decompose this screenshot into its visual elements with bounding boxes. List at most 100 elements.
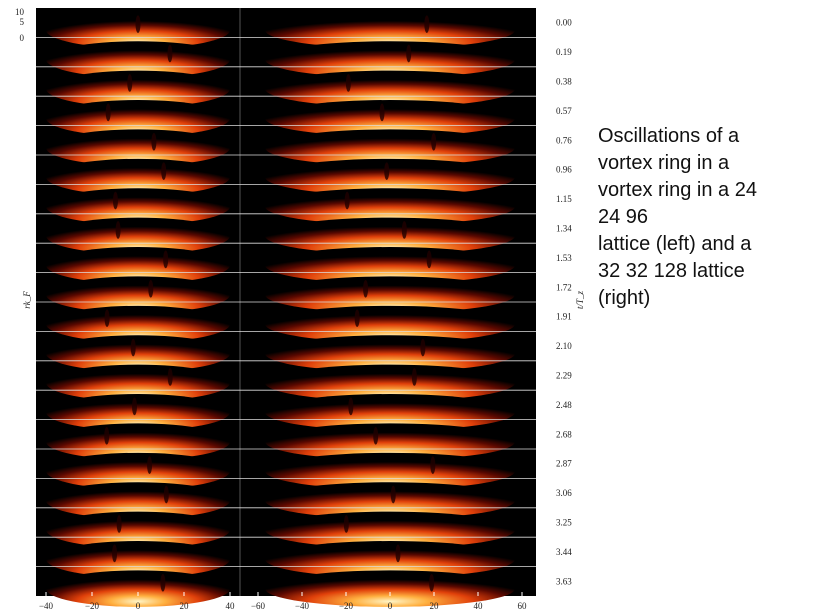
time-label: 3.06	[556, 488, 572, 498]
vortex-core	[431, 132, 437, 151]
density-glow	[46, 482, 230, 519]
density-glow	[265, 129, 515, 166]
y-tick-label: 5	[20, 17, 25, 27]
vortex-core	[147, 456, 153, 474]
x-tick-label: −20	[85, 601, 100, 611]
density-glow	[265, 217, 515, 255]
caption-line: 24 96	[598, 206, 648, 228]
density-glow	[265, 541, 515, 578]
time-label: 0.00	[556, 18, 572, 28]
vortex-core	[115, 221, 121, 239]
vortex-core	[161, 162, 167, 180]
vortex-core	[424, 15, 430, 33]
density-glow	[46, 70, 230, 108]
density-glow	[46, 511, 230, 549]
density-glow	[265, 394, 515, 431]
time-label: 1.34	[556, 224, 572, 234]
caption-line: Oscillations of a	[598, 125, 740, 147]
time-label: 2.10	[556, 341, 572, 351]
vortex-core	[429, 573, 435, 592]
density-glow	[265, 423, 515, 460]
vortex-core	[160, 573, 166, 592]
density-glow	[46, 452, 230, 490]
density-glow	[265, 70, 515, 108]
density-glow	[265, 188, 515, 225]
density-glow	[265, 482, 515, 519]
time-label: 0.19	[556, 47, 572, 57]
density-glow	[46, 423, 230, 460]
vortex-core	[363, 279, 369, 298]
density-glow	[265, 305, 515, 343]
vortex-core	[384, 162, 390, 180]
vortex-core	[105, 103, 111, 122]
caption-line: 32 32 128 lattice	[598, 260, 745, 282]
vortex-core	[390, 485, 396, 504]
vortex-core	[348, 397, 354, 416]
density-glow	[46, 158, 230, 196]
time-label: 2.48	[556, 400, 572, 410]
vortex-core	[112, 544, 118, 563]
vortex-core	[401, 221, 407, 239]
y-tick-label: 10	[15, 7, 25, 17]
x-tick-label: 20	[180, 601, 190, 611]
x-tick-label: 0	[388, 601, 393, 611]
density-glow	[46, 364, 230, 402]
y-axis-label: rk_F	[22, 291, 32, 309]
vortex-core	[130, 338, 136, 357]
density-glow	[265, 158, 515, 196]
time-label: 1.15	[556, 194, 572, 204]
vortex-core	[430, 456, 436, 474]
time-label: 0.38	[556, 77, 572, 87]
density-glow	[46, 129, 230, 166]
density-glow	[46, 217, 230, 255]
caption-line: vortex ring in a 24	[598, 179, 757, 201]
vortex-core	[411, 368, 417, 386]
density-glow	[46, 41, 230, 78]
vortex-core	[135, 15, 141, 33]
x-tick-label: 60	[518, 601, 528, 611]
time-label: 2.68	[556, 429, 572, 439]
t-axis-label: t/T_z	[575, 291, 585, 310]
vortex-core	[426, 250, 432, 269]
vortex-core	[345, 74, 351, 92]
x-tick-label: 20	[430, 601, 440, 611]
density-glow	[265, 570, 515, 607]
density-glow	[265, 276, 515, 313]
time-label: 1.91	[556, 312, 572, 322]
density-glow	[265, 41, 515, 78]
vortex-core	[112, 191, 118, 210]
time-label: 0.57	[556, 106, 572, 116]
vortex-core	[127, 74, 133, 92]
vortex-core	[373, 426, 379, 445]
vortex-core	[163, 250, 169, 269]
x-tick-label: 40	[474, 601, 484, 611]
density-glow	[265, 247, 515, 284]
vortex-core	[163, 485, 169, 504]
density-glow	[265, 452, 515, 490]
density-glow	[265, 100, 515, 137]
time-label: 0.76	[556, 135, 572, 145]
vortex-core	[344, 191, 350, 210]
time-label: 2.87	[556, 459, 572, 469]
caption-line: (right)	[598, 287, 650, 309]
x-tick-label: 0	[136, 601, 141, 611]
vortex-core	[116, 515, 122, 533]
x-tick-label: −20	[339, 601, 354, 611]
vortex-core	[148, 279, 154, 298]
density-glow	[46, 335, 230, 372]
x-tick-label: 40	[226, 601, 236, 611]
vortex-core	[379, 103, 385, 122]
density-glow	[46, 247, 230, 284]
vortex-core	[104, 426, 110, 445]
density-glow	[46, 394, 230, 431]
density-glow	[46, 276, 230, 313]
time-label: 2.29	[556, 371, 572, 381]
density-glow	[265, 364, 515, 402]
time-label: 3.63	[556, 576, 572, 586]
time-label: 1.72	[556, 282, 572, 292]
vortex-core	[132, 397, 138, 416]
y-tick-label: 0	[20, 33, 25, 43]
time-label: 3.25	[556, 518, 572, 528]
